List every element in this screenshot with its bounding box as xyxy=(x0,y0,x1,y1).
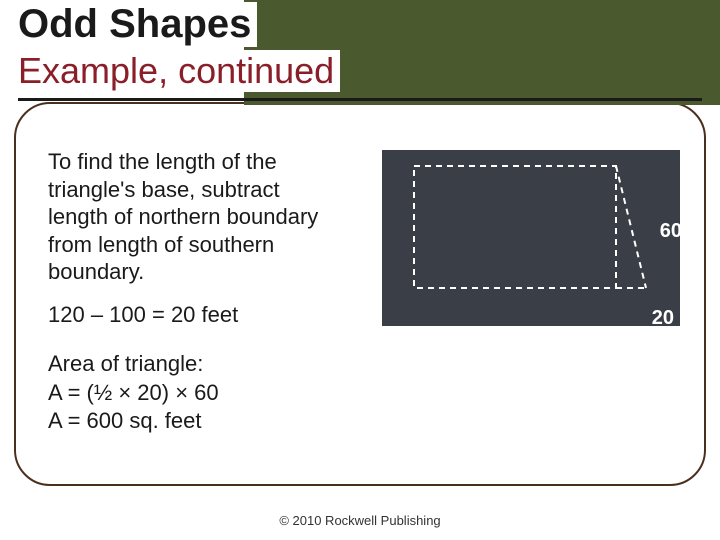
body-paragraph: To find the length of the triangle's bas… xyxy=(48,148,338,286)
equation-subtraction: 120 – 100 = 20 feet xyxy=(48,302,238,328)
title-underline xyxy=(18,98,702,101)
area-result: A = 600 sq. feet xyxy=(48,407,219,436)
dimension-band xyxy=(382,304,680,326)
area-label: Area of triangle: xyxy=(48,350,219,379)
dimension-20: 20 xyxy=(652,307,674,330)
area-block: Area of triangle: A = (½ × 20) × 60 A = … xyxy=(48,350,219,436)
dimension-60: 60 xyxy=(660,220,682,243)
diagram-hypotenuse xyxy=(616,166,646,288)
diagram-svg xyxy=(382,150,680,326)
slide-title-main: Odd Shapes xyxy=(18,2,257,47)
triangle-diagram: 60 20 xyxy=(382,150,680,326)
footer-copyright: © 2010 Rockwell Publishing xyxy=(0,513,720,528)
slide-title-sub: Example, continued xyxy=(18,50,340,92)
diagram-rectangle xyxy=(414,166,616,288)
header-area: Odd Shapes Example, continued xyxy=(0,0,720,128)
area-formula: A = (½ × 20) × 60 xyxy=(48,379,219,408)
